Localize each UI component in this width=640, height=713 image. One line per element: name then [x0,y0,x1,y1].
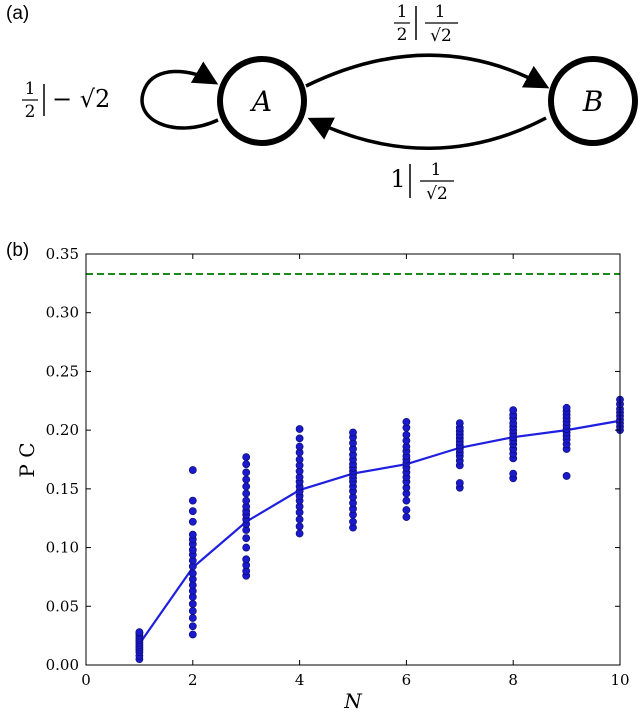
a-to-b-weight-label: 1 2 1 √2 [394,2,458,46]
self-loop-weight-label: 1 2 − √2 [22,79,110,122]
x-tick-label: 0 [81,671,91,689]
y-tick-label: 0.15 [46,480,79,498]
state-diagram: A B 1 2 − √2 1 2 1 √2 1 1 √2 [22,2,638,204]
panel-a-label: (a) [6,3,30,24]
data-point [455,419,464,427]
svg-text:1: 1 [397,2,408,22]
data-point [188,607,197,615]
data-point [242,555,251,564]
svg-text:1: 1 [431,160,442,180]
edge-b-to-a [307,116,547,150]
data-point [242,475,251,484]
svg-text:− √2: − √2 [52,85,110,113]
svg-text:2: 2 [397,25,408,45]
svg-text:1: 1 [25,79,36,99]
y-tick-label: 0.30 [46,304,79,322]
mean-line [138,419,621,645]
data-point [295,442,304,451]
data-point [295,455,304,464]
data-point [242,468,251,477]
data-point [562,472,571,480]
x-tick-label: 4 [295,671,305,689]
svg-text:√2: √2 [430,26,452,46]
plot-frame [85,253,621,666]
data-point [188,466,197,474]
data-point [349,517,357,526]
node-b [548,56,638,146]
data-point [562,403,571,412]
data-point [295,434,304,443]
y-axis-label: P C [15,442,39,477]
edge-a-to-b [305,53,550,89]
data-point [455,479,464,487]
y-tick-label: 0.10 [46,539,79,557]
b-to-a-weight-label: 1 1 √2 [390,160,454,204]
data-point [509,406,518,415]
data-point [295,529,304,538]
data-point [509,469,518,478]
data-point [402,506,411,514]
edge-self-loop [140,61,219,130]
data-point [188,630,197,639]
data-point [295,515,304,524]
svg-text:√2: √2 [426,184,448,204]
y-tick-label: 0.00 [46,656,79,674]
data-point [402,418,411,426]
data-point [188,622,197,631]
data-point [135,628,144,637]
data-point [188,600,197,608]
svg-text:2: 2 [25,102,36,122]
data-point [242,496,251,505]
x-tick-label: 2 [188,671,198,689]
data-point [295,425,304,433]
y-tick-label: 0.25 [46,362,79,380]
data-point [295,522,304,531]
panel-b-label: (b) [6,240,30,261]
svg-text:1: 1 [390,165,405,193]
y-tick-label: 0.35 [46,245,79,263]
y-tick-label: 0.05 [46,597,79,615]
data-point [349,428,357,437]
x-tick-label: 6 [402,671,412,689]
data-point [242,460,251,469]
data-point [188,507,197,516]
x-tick-label: 10 [610,671,629,689]
data-point [242,453,251,462]
data-point [402,430,411,439]
node-a [217,56,307,146]
data-point [242,489,251,498]
x-tick-label: 8 [508,671,518,689]
node-b-label: B [582,85,604,118]
data-point [188,569,197,578]
data-point [188,496,197,505]
data-point [402,513,411,521]
x-axis-label: N [343,689,363,713]
data-point [402,496,411,505]
data-point [242,534,251,543]
svg-text:1: 1 [435,2,446,22]
data-point [242,543,251,552]
data-point [188,614,197,622]
node-a-label: A [249,85,272,118]
data-point [188,517,197,526]
data-point [242,482,251,491]
y-tick-label: 0.20 [46,421,79,439]
data-point [188,530,197,539]
